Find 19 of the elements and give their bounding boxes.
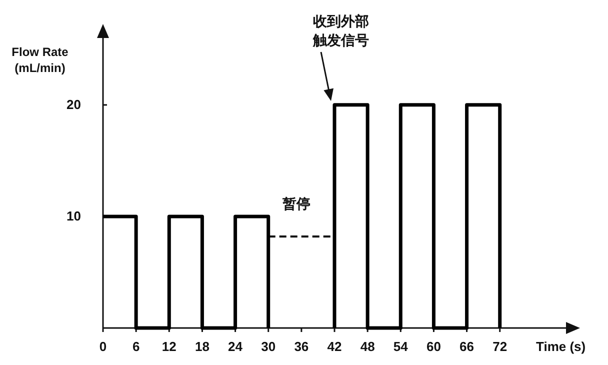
x-tick-label: 6 bbox=[132, 339, 140, 354]
x-tick-label: 48 bbox=[360, 339, 375, 354]
x-tick-label: 54 bbox=[393, 339, 409, 354]
x-tick-label: 12 bbox=[162, 339, 176, 354]
y-tick-label: 10 bbox=[66, 208, 81, 224]
y-axis-title: Flow Rate (mL/min) bbox=[12, 45, 69, 75]
annotation: 暂停 bbox=[281, 196, 310, 212]
x-axis-title: Time (s) bbox=[536, 339, 586, 354]
y-tick-label: 20 bbox=[66, 97, 81, 112]
x-tick-label: 30 bbox=[261, 339, 276, 354]
x-tick-label: 0 bbox=[99, 339, 107, 354]
x-tick-label: 36 bbox=[294, 339, 309, 354]
x-tick-label: 24 bbox=[228, 339, 244, 354]
x-tick-label: 66 bbox=[460, 339, 474, 354]
x-tick-label: 18 bbox=[194, 339, 210, 354]
x-tick-label: 60 bbox=[426, 339, 441, 354]
x-tick-label: 42 bbox=[327, 339, 342, 354]
x-tick-label: 72 bbox=[492, 339, 508, 354]
annotation: 收到外部触发信号 bbox=[312, 13, 369, 48]
